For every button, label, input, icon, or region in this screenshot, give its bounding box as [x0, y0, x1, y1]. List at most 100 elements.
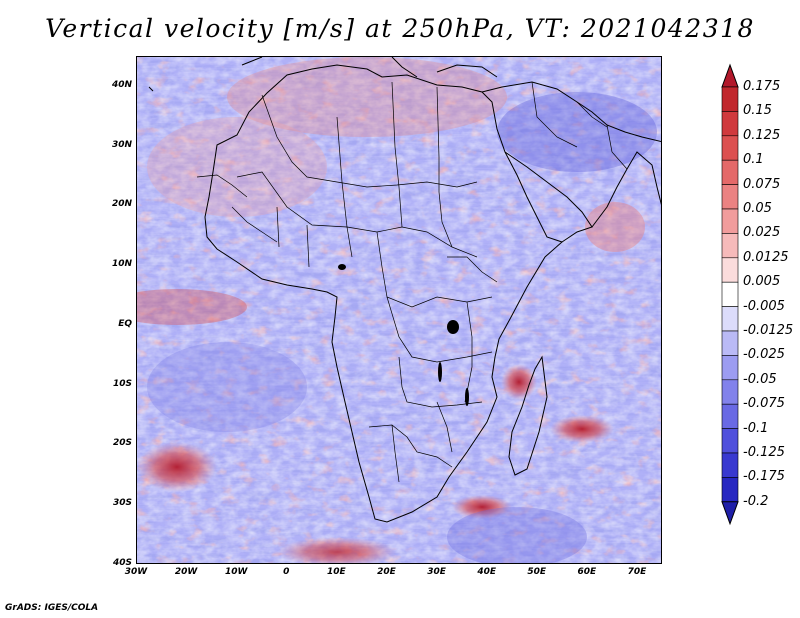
border-angola-zambia — [398, 356, 483, 408]
grads-credit: GrADS: IGES/COLA — [5, 603, 99, 613]
border-namibia-botswana — [368, 424, 453, 468]
lat-label: 20S — [112, 438, 132, 449]
lake-tanganyika — [438, 362, 442, 382]
south-atlantic-hotspot — [137, 442, 217, 492]
madagascar-coastline — [508, 355, 548, 476]
colorbar-label: -0.005 — [743, 298, 785, 314]
border-congo-tanzania — [386, 296, 493, 363]
lat-label: 30N — [111, 139, 132, 150]
border-sahara-north — [261, 94, 478, 188]
border-namibia-sa — [391, 424, 400, 483]
border-nigeria — [306, 224, 310, 268]
border-great-lakes — [464, 301, 473, 403]
border-iraq-iran — [531, 81, 578, 148]
colorbar-label: -0.2 — [743, 493, 769, 509]
iran-descent-area — [497, 92, 657, 172]
arabian-peninsula-coast — [591, 151, 661, 228]
colorbar-segment — [721, 86, 739, 112]
colorbar-segment — [721, 257, 739, 283]
colorbar-label: 0.075 — [743, 176, 781, 192]
colorbar-label: -0.1 — [743, 420, 769, 436]
colorbar-label: -0.125 — [743, 445, 785, 460]
colorbar-segment — [721, 403, 739, 429]
border-mali-niger — [276, 206, 280, 248]
colorbar-label: 0.15 — [743, 103, 772, 119]
lake-malawi — [465, 388, 469, 406]
south-indian-descent — [447, 507, 587, 563]
lon-label: 60E — [577, 567, 597, 577]
colorbar-segment — [721, 428, 739, 454]
lon-label: 20E — [377, 567, 396, 577]
colorbar-label: 0.05 — [743, 201, 772, 216]
lat-label: 40N — [111, 79, 132, 90]
southern-ocean-hotspot — [277, 537, 397, 563]
colorbar-segment — [721, 355, 739, 381]
colorbar-label: -0.0125 — [743, 323, 794, 338]
madagascar-east-hotspot — [550, 415, 614, 443]
south-atlantic-descent — [147, 342, 307, 432]
border-iran — [576, 101, 608, 128]
border-libya-chad — [391, 81, 403, 228]
lakes — [338, 264, 469, 406]
colorbar-label: 0.0125 — [743, 249, 789, 265]
colorbar-segment — [721, 208, 739, 234]
colorbar-segment — [721, 477, 739, 503]
lon-label: 30W — [124, 567, 148, 577]
arabian-sea-ascent — [585, 202, 645, 252]
equatorial-atlantic-band — [137, 289, 247, 325]
colorbar-segment — [721, 379, 739, 405]
lon-label: 20W — [174, 567, 198, 577]
colorbar-segment — [721, 452, 739, 478]
lon-label: 10W — [224, 567, 248, 577]
border-egypt-sudan — [436, 86, 453, 248]
subtropical-atlantic-ascent — [147, 117, 327, 217]
colorbar-segment — [721, 184, 739, 210]
lake-chad — [338, 264, 346, 270]
velocity-field-map — [137, 57, 661, 563]
border-oman — [606, 124, 628, 170]
lat-label: 40S — [112, 558, 132, 568]
colorbar-label: 0.005 — [743, 274, 781, 290]
lon-label: 50E — [527, 567, 547, 577]
lat-label: 20N — [111, 199, 132, 210]
lon-label: 30E — [427, 567, 446, 577]
lon-label: 70E — [627, 567, 647, 577]
lon-label: 40E — [477, 567, 496, 577]
country-borders — [196, 81, 628, 483]
colorbar-segment — [721, 111, 739, 137]
border-sahel — [236, 171, 478, 258]
colorbar-label: -0.05 — [743, 371, 777, 387]
border-zimbabwe — [436, 401, 453, 453]
lon-label: 0 — [283, 567, 290, 577]
lake-victoria — [447, 320, 459, 334]
colorbar-segment — [721, 233, 739, 259]
border-ethiopia — [447, 256, 498, 283]
colorbar-segment — [721, 330, 739, 356]
iberia-coast — [241, 57, 263, 66]
south-africa-hotspot — [452, 495, 512, 519]
colorbar-segment — [721, 159, 739, 185]
italy-coast — [391, 57, 418, 78]
border-mauritania — [196, 174, 248, 198]
colorbar-label: 0.025 — [743, 225, 781, 241]
map-title: Vertical velocity [m/s] at 250hPa, VT: 2… — [45, 14, 755, 43]
red-sea-arabia-coast — [504, 151, 593, 243]
lon-label: 10E — [327, 567, 346, 577]
north-africa-ascent-band — [227, 57, 507, 137]
colorbar-label: 0.1 — [743, 152, 764, 168]
colorbar-label: 0.175 — [743, 79, 781, 94]
map-panel — [136, 56, 662, 564]
colorbar-segment — [721, 281, 739, 307]
lat-label: 10S — [112, 378, 132, 389]
colorbar-label: -0.025 — [743, 347, 785, 363]
colorbar-label: -0.075 — [743, 396, 785, 412]
border-west-africa — [231, 206, 278, 243]
colorbar-segment — [721, 306, 739, 332]
lat-label: 30S — [112, 498, 132, 509]
colorbar-label: -0.175 — [743, 469, 785, 485]
lat-label: 10N — [111, 259, 132, 270]
colorbar-label: 0.125 — [743, 127, 781, 143]
border-algeria-niger — [336, 116, 353, 258]
turkey-coast — [436, 64, 498, 78]
africa-coastline — [204, 64, 563, 523]
